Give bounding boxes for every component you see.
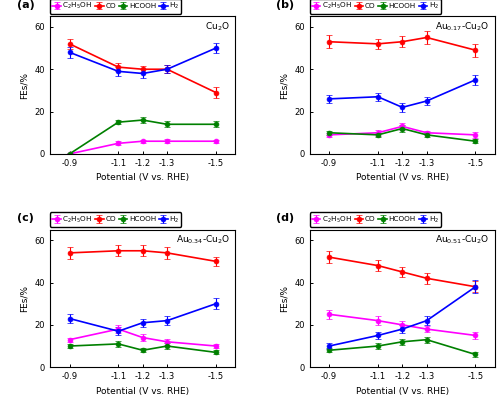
X-axis label: Potential (V vs. RHE): Potential (V vs. RHE) [96,173,190,182]
Text: (c): (c) [16,213,34,223]
Y-axis label: FEs/%: FEs/% [20,285,29,312]
Text: (d): (d) [276,213,294,223]
Text: Au$_{0.17}$-Cu$_2$O: Au$_{0.17}$-Cu$_2$O [435,20,490,33]
Y-axis label: FEs/%: FEs/% [280,285,288,312]
Text: Au$_{0.34}$-Cu$_2$O: Au$_{0.34}$-Cu$_2$O [176,234,230,246]
Text: (b): (b) [276,0,294,10]
Text: Cu$_2$O: Cu$_2$O [205,20,230,33]
Y-axis label: FEs/%: FEs/% [280,72,288,99]
Text: (a): (a) [16,0,34,10]
Legend: C$_2$H$_5$OH, CO, HCOOH, H$_2$: C$_2$H$_5$OH, CO, HCOOH, H$_2$ [50,0,182,13]
X-axis label: Potential (V vs. RHE): Potential (V vs. RHE) [356,173,449,182]
Legend: C$_2$H$_5$OH, CO, HCOOH, H$_2$: C$_2$H$_5$OH, CO, HCOOH, H$_2$ [310,0,441,13]
Legend: C$_2$H$_5$OH, CO, HCOOH, H$_2$: C$_2$H$_5$OH, CO, HCOOH, H$_2$ [50,212,182,227]
Text: Au$_{0.51}$-Cu$_2$O: Au$_{0.51}$-Cu$_2$O [435,234,490,246]
X-axis label: Potential (V vs. RHE): Potential (V vs. RHE) [356,387,449,396]
Y-axis label: FEs/%: FEs/% [20,72,29,99]
Legend: C$_2$H$_5$OH, CO, HCOOH, H$_2$: C$_2$H$_5$OH, CO, HCOOH, H$_2$ [310,212,441,227]
X-axis label: Potential (V vs. RHE): Potential (V vs. RHE) [96,387,190,396]
